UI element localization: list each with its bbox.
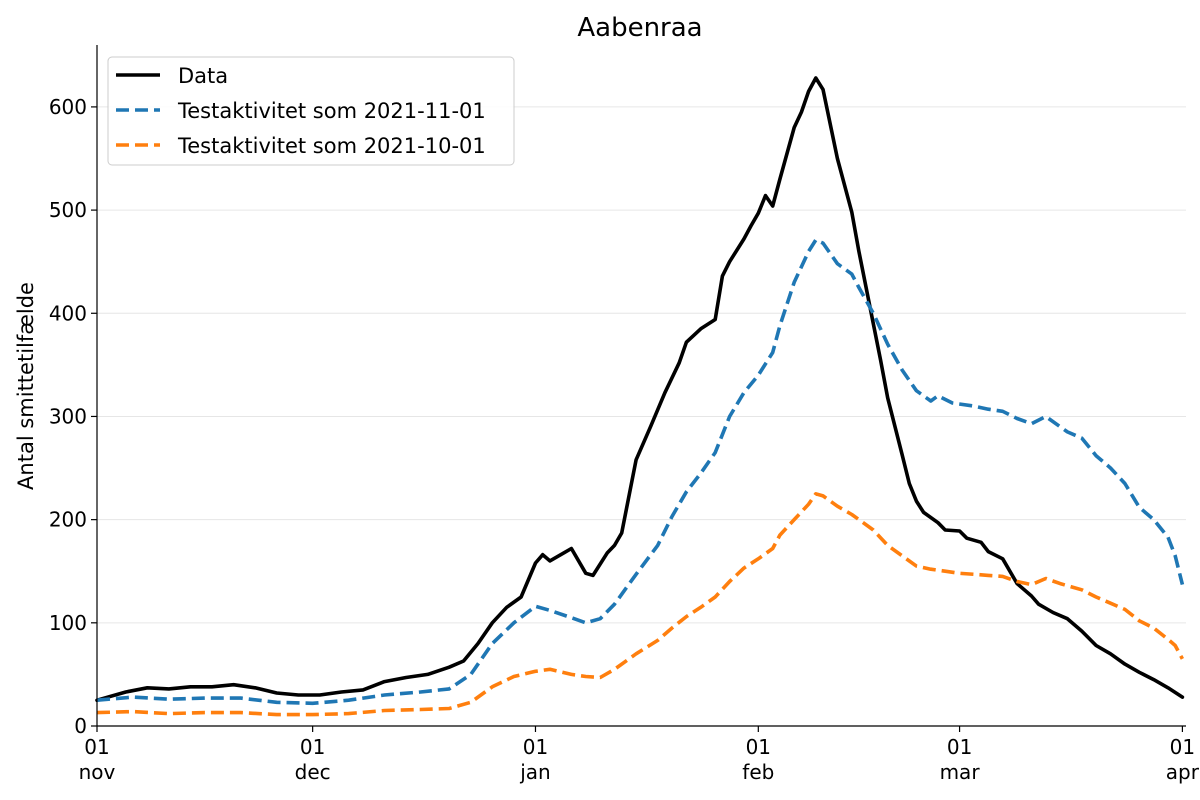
x-tick-label-month: feb xyxy=(742,760,774,784)
y-tick-label: 600 xyxy=(49,95,87,119)
legend-label-2: Testaktivitet som 2021-10-01 xyxy=(177,134,486,158)
x-tick-label-day: 01 xyxy=(1170,735,1195,759)
axes: 010020030040050060001nov01dec01jan01feb0… xyxy=(49,45,1200,784)
gridlines xyxy=(97,106,1186,727)
x-tick-label-month: dec xyxy=(295,760,331,784)
x-tick-label-month: nov xyxy=(79,760,116,784)
x-tick-label-day: 01 xyxy=(746,735,771,759)
y-axis-title: Antal smittetilfælde xyxy=(14,282,38,490)
series-line-1 xyxy=(96,238,1185,706)
x-tick-label-day: 01 xyxy=(84,735,109,759)
y-tick-label: 100 xyxy=(49,611,87,635)
legend-label-0: Data xyxy=(178,64,228,88)
series-line-2 xyxy=(96,492,1184,717)
x-tick-label-day: 01 xyxy=(947,735,972,759)
legend-box xyxy=(107,56,515,166)
x-tick-label-month: jan xyxy=(519,760,551,784)
y-tick-label: 200 xyxy=(49,508,87,532)
x-tick-label-month: mar xyxy=(940,760,981,784)
y-tick-label: 400 xyxy=(49,301,87,325)
x-tick-label-month: apr xyxy=(1166,760,1200,784)
x-tick-label-day: 01 xyxy=(300,735,325,759)
series-line-0 xyxy=(95,76,1185,702)
series-lines xyxy=(95,76,1185,717)
y-tick-label: 500 xyxy=(49,198,87,222)
chart-title: Aabenraa xyxy=(577,13,702,43)
y-tick-label: 300 xyxy=(49,404,87,428)
legend-label-1: Testaktivitet som 2021-11-01 xyxy=(177,99,486,123)
x-tick-label-day: 01 xyxy=(523,735,548,759)
legend: Data Testaktivitet som 2021-11-01 Testakti… xyxy=(107,56,515,166)
y-tick-label: 0 xyxy=(74,714,87,738)
